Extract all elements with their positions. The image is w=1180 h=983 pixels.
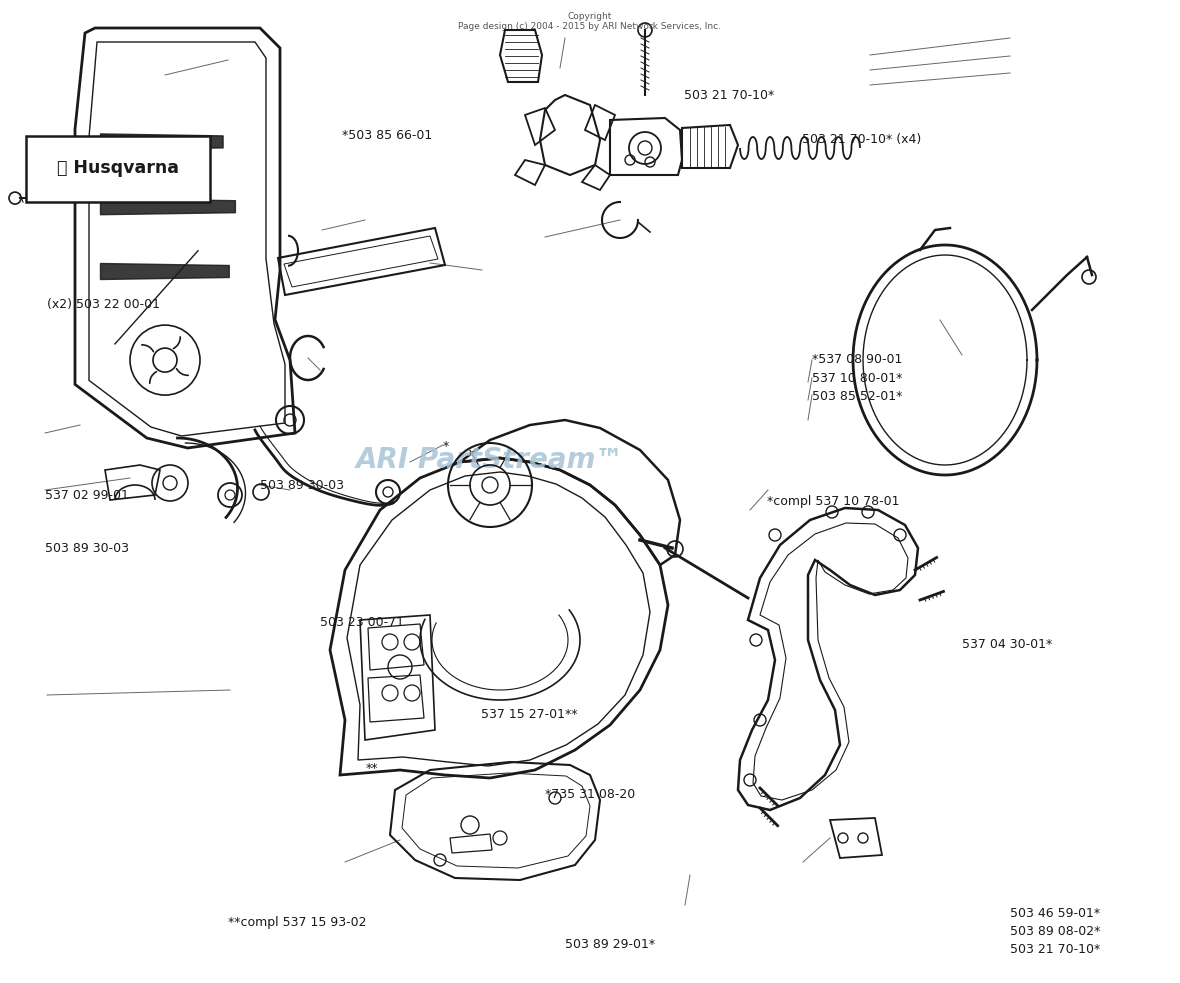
Text: 503 21 70-10*: 503 21 70-10* (1010, 943, 1100, 956)
Text: ⓘ Husqvarna: ⓘ Husqvarna (57, 159, 179, 177)
Text: 503 21 70-10* (x4): 503 21 70-10* (x4) (802, 133, 922, 146)
Text: *735 31 08-20: *735 31 08-20 (545, 787, 635, 801)
Text: 503 89 29-01*: 503 89 29-01* (565, 938, 655, 952)
Text: 537 04 30-01*: 537 04 30-01* (962, 638, 1051, 652)
Text: *compl 537 10 78-01: *compl 537 10 78-01 (767, 494, 899, 508)
Text: Copyright
Page design (c) 2004 - 2015 by ARI Network Services, Inc.: Copyright Page design (c) 2004 - 2015 by… (459, 12, 721, 31)
Text: 537 02 99-01: 537 02 99-01 (45, 489, 129, 502)
Text: ARI PartStream™: ARI PartStream™ (355, 446, 624, 474)
Polygon shape (26, 136, 210, 202)
Text: 537 10 80-01*: 537 10 80-01* (812, 372, 903, 385)
Text: 503 23 00-71: 503 23 00-71 (320, 615, 404, 629)
Text: 503 89 30-03: 503 89 30-03 (45, 542, 129, 555)
Text: 503 46 59-01*: 503 46 59-01* (1010, 906, 1100, 920)
Text: 503 21 70-10*: 503 21 70-10* (684, 88, 774, 102)
Text: **: ** (366, 762, 379, 776)
Text: 503 89 08-02*: 503 89 08-02* (1010, 925, 1101, 939)
Text: 503 85 52-01*: 503 85 52-01* (812, 389, 903, 403)
Text: *537 08 90-01: *537 08 90-01 (812, 353, 903, 367)
Text: **compl 537 15 93-02: **compl 537 15 93-02 (228, 915, 366, 929)
Text: *537 37 04-01: *537 37 04-01 (47, 148, 137, 162)
Text: 537 15 27-01**: 537 15 27-01** (481, 708, 578, 722)
Text: (x2) 503 22 00-01: (x2) 503 22 00-01 (47, 298, 160, 312)
Text: *503 85 66-01: *503 85 66-01 (342, 129, 432, 143)
Text: *: * (442, 439, 448, 453)
Text: 503 89 30-03: 503 89 30-03 (260, 479, 343, 492)
